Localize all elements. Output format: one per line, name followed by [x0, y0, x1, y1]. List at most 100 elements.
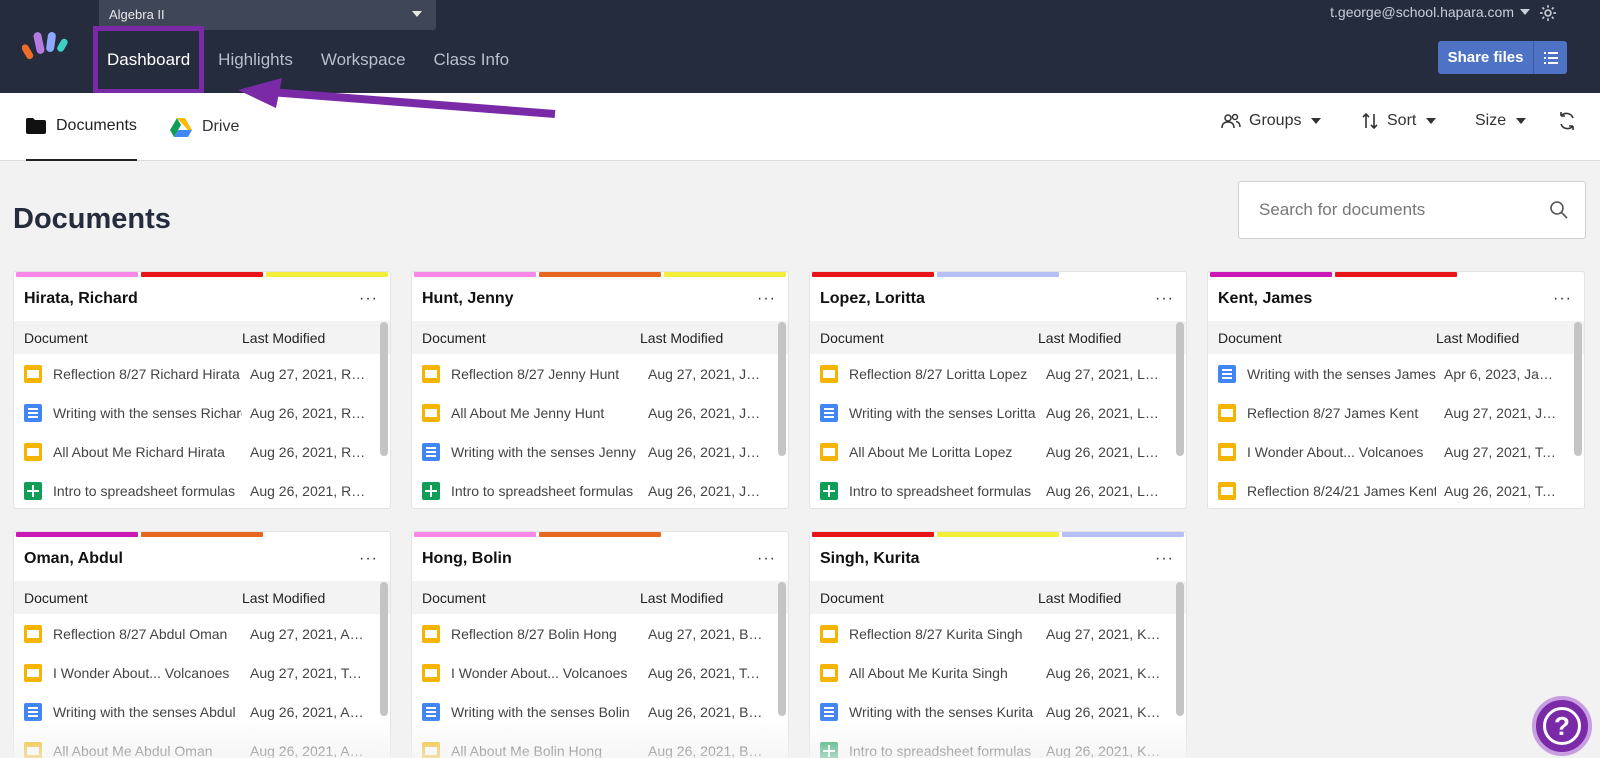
- refresh-icon: [1560, 112, 1574, 130]
- share-list-button[interactable]: [1533, 41, 1567, 74]
- people-icon: [1221, 113, 1241, 129]
- refresh-button[interactable]: [1557, 93, 1577, 149]
- more-options-icon[interactable]: ···: [1553, 290, 1572, 307]
- table-row[interactable]: All About Me Abdul Oman Aug 26, 2021, Abd…: [14, 731, 390, 758]
- google-sheets-icon: [820, 481, 838, 500]
- sort-dropdown[interactable]: Sort: [1361, 93, 1437, 149]
- document-name: Reflection 8/24/21 James Kent: [1247, 482, 1436, 499]
- folder-icon: [26, 118, 46, 134]
- table-row[interactable]: Intro to spreadsheet formulas Aug 26, 202…: [810, 471, 1186, 508]
- more-options-icon[interactable]: ···: [359, 550, 378, 567]
- table-row[interactable]: All About Me Loritta Lopez Aug 26, 2021, …: [810, 432, 1186, 471]
- card-scrollbar[interactable]: [778, 582, 786, 716]
- table-row[interactable]: All About Me Kurita Singh Aug 26, 2021, K…: [810, 653, 1186, 692]
- table-row[interactable]: Reflection 8/27 Kurita Singh Aug 27, 2021…: [810, 614, 1186, 653]
- card-scrollbar[interactable]: [380, 322, 388, 456]
- table-row[interactable]: Writing with the senses Jenny Aug 26, 202…: [412, 432, 788, 471]
- table-row[interactable]: Reflection 8/27 James Kent Aug 27, 2021, …: [1208, 393, 1584, 432]
- gear-icon[interactable]: [1538, 3, 1558, 23]
- tab-documents[interactable]: Documents: [26, 93, 137, 161]
- table-row[interactable]: Reflection 8/27 Abdul Oman Aug 27, 2021, …: [14, 614, 390, 653]
- table-row[interactable]: Reflection 8/27 Jenny Hunt Aug 27, 2021, …: [412, 354, 788, 393]
- table-row[interactable]: Intro to spreadsheet formulas Aug 26, 202…: [412, 471, 788, 508]
- student-name[interactable]: Hirata, Richard: [24, 290, 138, 307]
- table-row[interactable]: Writing with the senses Richard Aug 26, 2…: [14, 393, 390, 432]
- hapara-logo[interactable]: [22, 28, 72, 62]
- search-input[interactable]: [1239, 182, 1529, 238]
- student-name[interactable]: Lopez, Loritta: [820, 290, 925, 307]
- search-icon[interactable]: [1549, 200, 1569, 220]
- card-scrollbar[interactable]: [778, 322, 786, 456]
- student-name[interactable]: Singh, Kurita: [820, 550, 920, 567]
- table-row[interactable]: I Wonder About... Volcanoes Aug 27, 2021,…: [14, 653, 390, 692]
- group-color-chip-empty: [1460, 272, 1582, 277]
- more-options-icon[interactable]: ···: [1155, 290, 1174, 307]
- table-row[interactable]: I Wonder About... Volcanoes Aug 26, 2021,…: [412, 653, 788, 692]
- document-last-modified: Aug 26, 2021, Abdul Oman: [250, 703, 367, 720]
- table-row[interactable]: All About Me Richard Hirata Aug 26, 2021,…: [14, 432, 390, 471]
- card-scrollbar[interactable]: [1176, 322, 1184, 456]
- table-row[interactable]: Writing with the senses Kurita Aug 26, 20…: [810, 692, 1186, 731]
- student-name[interactable]: Oman, Abdul: [24, 550, 123, 567]
- table-row[interactable]: Intro to spreadsheet formulas Aug 26, 202…: [14, 471, 390, 508]
- card-scrollbar[interactable]: [380, 582, 388, 716]
- google-sheets-icon: [422, 481, 440, 500]
- more-options-icon[interactable]: ···: [757, 290, 776, 307]
- card-scrollbar[interactable]: [1574, 322, 1582, 456]
- table-row[interactable]: All About Me Jenny Hunt Aug 26, 2021, Jen…: [412, 393, 788, 432]
- student-name[interactable]: Hong, Bolin: [422, 550, 512, 567]
- table-row[interactable]: Intro to spreadsheet formulas Aug 26, 202…: [810, 731, 1186, 758]
- groups-dropdown[interactable]: Groups: [1221, 93, 1322, 149]
- nav-highlights[interactable]: Highlights: [218, 50, 293, 69]
- document-name: All About Me Jenny Hunt: [451, 404, 605, 421]
- document-last-modified: Aug 27, 2021, Tom George: [1444, 443, 1561, 460]
- more-options-icon[interactable]: ···: [1155, 550, 1174, 567]
- column-last-modified: Last Modified: [242, 589, 326, 606]
- card-scrollbar[interactable]: [1176, 582, 1184, 716]
- more-options-icon[interactable]: ···: [757, 550, 776, 567]
- group-color-bar: [16, 532, 388, 537]
- sort-icon: [1361, 112, 1379, 130]
- document-last-modified: Aug 26, 2021, Jenny Hunt: [648, 443, 765, 460]
- table-row[interactable]: I Wonder About... Volcanoes Aug 27, 2021,…: [1208, 432, 1584, 471]
- table-row[interactable]: Reflection 8/27 Loritta Lopez Aug 27, 202…: [810, 354, 1186, 393]
- group-color-bar: [1210, 272, 1582, 277]
- document-last-modified: Aug 27, 2021, Kurita Singh: [1046, 625, 1163, 642]
- student-name[interactable]: Kent, James: [1218, 290, 1313, 307]
- google-slides-icon: [820, 624, 838, 643]
- table-row[interactable]: Writing with the senses Bolin Aug 26, 202…: [412, 692, 788, 731]
- document-last-modified: Aug 26, 2021, Jenny Hunt: [648, 404, 765, 421]
- table-row[interactable]: Writing with the senses Abdul Aug 26, 202…: [14, 692, 390, 731]
- google-docs-icon: [422, 442, 440, 461]
- share-files-button[interactable]: Share files: [1438, 41, 1533, 74]
- table-row[interactable]: All About Me Bolin Hong Aug 26, 2021, Bol…: [412, 731, 788, 758]
- search-box[interactable]: [1238, 181, 1586, 239]
- table-row[interactable]: Writing with the senses Loritta Aug 26, 2…: [810, 393, 1186, 432]
- tab-drive[interactable]: Drive: [170, 93, 239, 161]
- document-name: Intro to spreadsheet formulas: [849, 482, 1032, 499]
- sub-nav-bar: Documents Drive Groups Sort: [0, 93, 1600, 161]
- column-last-modified: Last Modified: [640, 329, 724, 346]
- document-last-modified: Aug 27, 2021, Jenny Hunt: [648, 365, 765, 382]
- document-last-modified: Aug 26, 2021, Tom George: [648, 664, 765, 681]
- tab-drive-label: Drive: [202, 118, 240, 135]
- student-name[interactable]: Hunt, Jenny: [422, 290, 514, 307]
- chevron-down-icon: [412, 11, 422, 17]
- group-color-chip: [1335, 272, 1457, 277]
- nav-dashboard[interactable]: Dashboard: [93, 26, 205, 94]
- class-select[interactable]: Algebra II: [99, 0, 436, 30]
- table-row[interactable]: Writing with the senses James Apr 6, 2023…: [1208, 354, 1584, 393]
- table-row[interactable]: Reflection 8/27 Richard Hirata Aug 27, 20…: [14, 354, 390, 393]
- size-dropdown[interactable]: Size: [1475, 93, 1527, 149]
- google-docs-icon: [422, 702, 440, 721]
- nav-workspace[interactable]: Workspace: [320, 50, 406, 69]
- user-menu[interactable]: t.george@school.hapara.com: [1330, 4, 1530, 20]
- help-button[interactable]: ?: [1532, 696, 1592, 756]
- group-color-chip: [141, 532, 263, 537]
- top-bar: Algebra II Dashboard Highlights Workspac…: [0, 0, 1600, 94]
- nav-class-info[interactable]: Class Info: [433, 50, 510, 69]
- table-row[interactable]: Reflection 8/24/21 James Kent Aug 26, 202…: [1208, 471, 1584, 508]
- more-options-icon[interactable]: ···: [359, 290, 378, 307]
- table-row[interactable]: Reflection 8/27 Bolin Hong Aug 27, 2021, …: [412, 614, 788, 653]
- google-slides-icon: [820, 663, 838, 682]
